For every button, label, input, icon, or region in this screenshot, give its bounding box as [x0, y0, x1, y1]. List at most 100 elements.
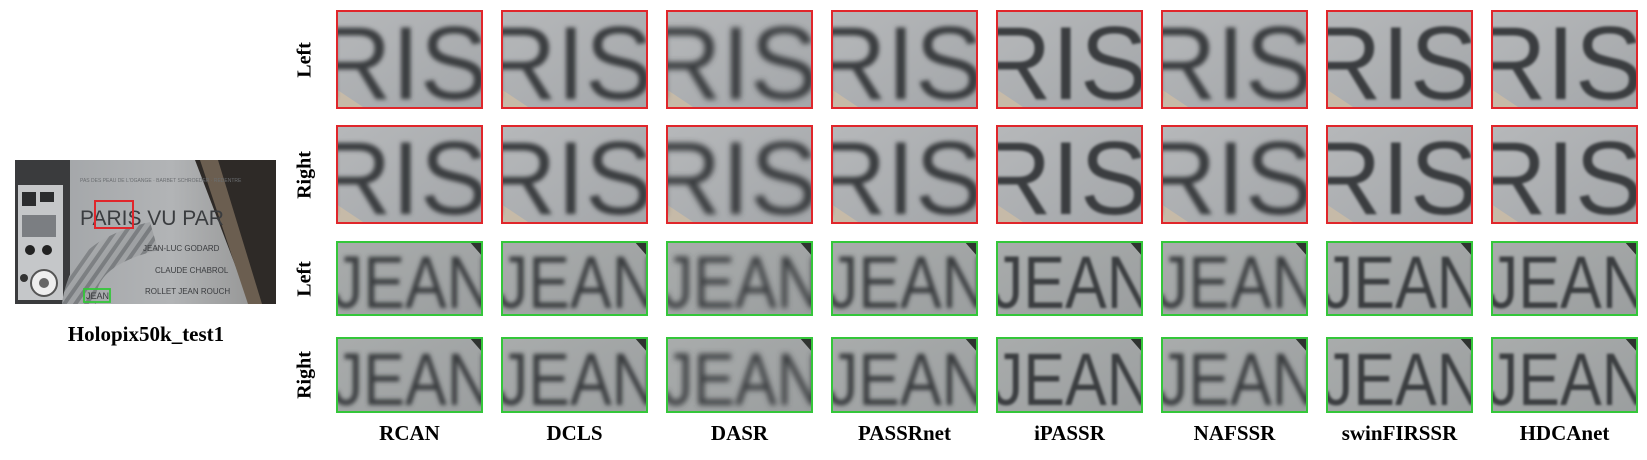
crop-text: RIS [813, 6, 983, 122]
crop-frame [1161, 337, 1308, 413]
row-label: Right [293, 150, 316, 199]
crop-frame [1491, 241, 1638, 316]
crop-cell: RIS [318, 6, 488, 122]
crop-text: JEAN [497, 241, 657, 324]
crop-cell: RIS [978, 121, 1148, 237]
crop-text: JEAN [662, 241, 822, 324]
crop-text: JEAN [1322, 241, 1482, 324]
crop-cell: JEAN [662, 241, 822, 324]
crop-frame [1161, 10, 1308, 109]
crop-text: JEAN [332, 241, 492, 324]
method-label: swinFIRSSR [1341, 421, 1458, 445]
crop-text: RIS [813, 121, 983, 237]
crop-frame [501, 241, 648, 316]
crop-frame [1326, 241, 1473, 316]
crop-cell: RIS [318, 121, 488, 237]
crop-cell: RIS [1143, 121, 1313, 237]
overview-green-box [83, 288, 111, 303]
crop-cell: JEAN [827, 241, 987, 324]
overview-sign-line-small: PAS DES PEAU DE L'OGANGE · BARBET SCHROE… [80, 178, 242, 184]
crop-frame [501, 337, 648, 413]
overview-sign-line-1: PARIS VU PAR [80, 207, 224, 230]
crop-frame [666, 125, 813, 224]
crop-cell: JEAN [992, 337, 1152, 421]
crop-frame [831, 337, 978, 413]
crop-text: JEAN [1487, 241, 1647, 324]
crop-frame [1326, 337, 1473, 413]
crop-text: JEAN [1157, 338, 1317, 421]
crop-text: RIS [1308, 121, 1478, 237]
crop-text: RIS [318, 121, 488, 237]
crop-text: JEAN [497, 338, 657, 421]
overview-green-text: JEAN [86, 291, 109, 301]
row-label: Left [293, 41, 316, 78]
crop-cell: RIS [1491, 10, 1638, 109]
crop-cell: RIS [1473, 121, 1643, 237]
method-label: NAFSSR [1193, 421, 1276, 445]
crop-cell: JEAN [1157, 241, 1317, 324]
crop-text: RIS [978, 6, 1148, 122]
crop-cell: JEAN [1487, 337, 1647, 421]
crop-text: RIS [1143, 6, 1313, 122]
crop-frame [831, 125, 978, 224]
crop-cell: RIS [1143, 6, 1313, 122]
crop-cell: JEAN [332, 337, 492, 421]
crop-text: JEAN [827, 241, 987, 324]
crop-cell: JEAN [1326, 337, 1473, 413]
overview-sign-line-2: JEAN-LUC GODARD [143, 244, 220, 253]
crop-text: JEAN [1487, 338, 1647, 421]
overview-sign-line-4: ROLLET JEAN ROUCH [145, 287, 230, 296]
crop-frame [996, 241, 1143, 316]
crop-frame [336, 337, 483, 413]
crop-text: RIS [648, 6, 818, 122]
crop-text: RIS [1473, 121, 1643, 237]
crop-frame [501, 10, 648, 109]
crop-cell: JEAN [831, 337, 978, 413]
crop-frame [666, 10, 813, 109]
method-label: DCLS [546, 421, 603, 445]
crop-frame [1326, 125, 1473, 224]
crop-text: RIS [1143, 121, 1313, 237]
crop-text: RIS [978, 121, 1148, 237]
method-label: RCAN [379, 421, 440, 445]
crop-cell: JEAN [332, 241, 492, 324]
overview-image: PAS DES PEAU DE L'OGANGE · BARBET SCHROE… [15, 160, 276, 304]
crop-frame [1491, 10, 1638, 109]
crop-cell: RIS [501, 125, 648, 224]
crop-text: JEAN [992, 338, 1152, 421]
method-label: PASSRnet [858, 421, 951, 445]
crop-cell: RIS [1308, 6, 1478, 122]
crop-cell: JEAN [497, 241, 657, 324]
crop-grid: RISRISRISRISRISRISRISRISRISRISRISRISRISR… [318, 6, 1647, 421]
crop-frame [1326, 10, 1473, 109]
overview-caption: Holopix50k_test1 [67, 322, 225, 346]
crop-frame [1161, 125, 1308, 224]
crop-text: RIS [318, 6, 488, 122]
crop-frame [336, 241, 483, 316]
crop-text: RIS [1308, 6, 1478, 122]
method-label: DASR [710, 421, 769, 445]
crop-frame [831, 241, 978, 316]
crop-frame [1161, 241, 1308, 316]
crop-cell: JEAN [497, 337, 657, 421]
crop-text: JEAN [662, 338, 822, 421]
crop-frame [996, 337, 1143, 413]
overview-sign-line-3: CLAUDE CHABROL [155, 266, 229, 275]
row-label: Left [293, 260, 316, 297]
crop-frame [501, 125, 648, 224]
crop-cell: RIS [813, 6, 983, 122]
method-label: iPASSR [1034, 421, 1105, 445]
overview-red-box [94, 200, 134, 229]
crop-frame [336, 10, 483, 109]
crop-frame [1491, 337, 1638, 413]
crop-cell: RIS [666, 125, 813, 224]
crop-frame [831, 10, 978, 109]
method-label: HDCAnet [1519, 421, 1610, 445]
row-label: Right [293, 351, 316, 399]
crop-text: JEAN [332, 338, 492, 421]
crop-cell: JEAN [1157, 337, 1317, 421]
crop-cell: JEAN [1322, 241, 1482, 324]
crop-cell: JEAN [996, 241, 1143, 316]
crop-text: JEAN [1157, 241, 1317, 324]
